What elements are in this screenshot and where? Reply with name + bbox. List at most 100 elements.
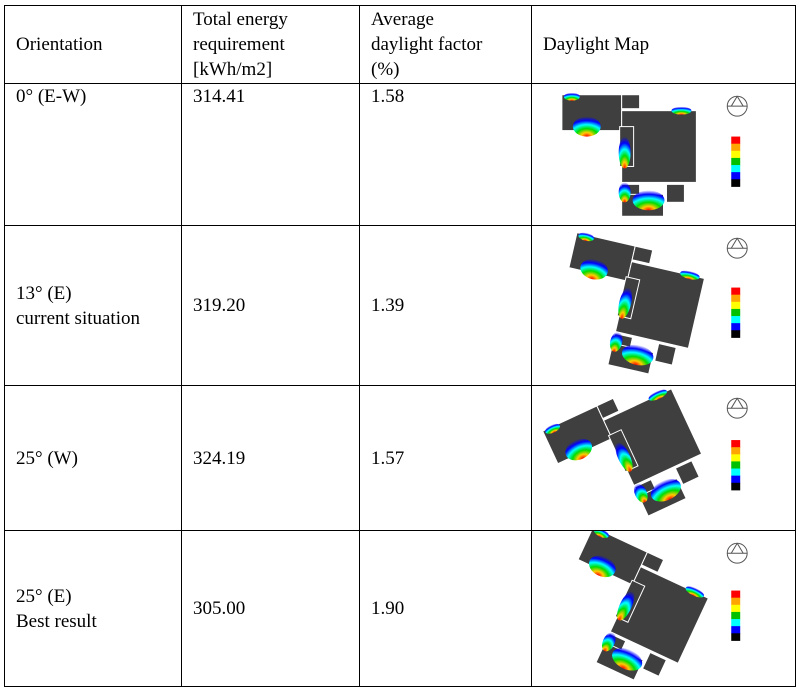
legend-swatch: [731, 308, 741, 317]
energy-cell: 314.41: [181, 83, 360, 226]
daylight-spot: [545, 423, 560, 434]
daylight-spot: [617, 591, 635, 621]
daylight-spot: [618, 182, 631, 203]
room: [654, 342, 677, 366]
floor-plan: [561, 92, 697, 217]
legend-swatch: [731, 287, 741, 296]
room: [631, 245, 654, 265]
legend-swatch: [731, 590, 741, 599]
daylight-spot: [609, 332, 623, 352]
legend-swatch: [731, 330, 741, 338]
daylight-map-image: [561, 92, 748, 217]
energy-cell: 305.00: [181, 530, 360, 687]
orientation-cell: 13° (E) current situation: [4, 225, 182, 386]
orientation-cell: 0° (E-W): [4, 83, 182, 226]
daylight-spot: [680, 270, 700, 280]
legend-swatch: [731, 597, 741, 606]
daylight-cell: 1.90: [359, 530, 532, 687]
legend-swatch: [731, 611, 741, 620]
room: [665, 183, 685, 203]
header-daylight-line-2: daylight factor: [371, 34, 483, 55]
header-energy-line-1: Total energy: [193, 9, 288, 30]
orientation-results-table: Orientation Total energy requirement [kW…: [4, 5, 796, 687]
header-orientation: Orientation: [4, 5, 182, 84]
room: [641, 651, 668, 677]
compass-icon: [726, 95, 748, 117]
daylight-spot: [633, 483, 648, 503]
legend-swatch: [731, 626, 741, 634]
orientation-cell: 25° (E) Best result: [4, 530, 182, 687]
daylight-spot: [650, 479, 681, 502]
header-energy: Total energy requirement [kWh/m2]: [181, 5, 360, 84]
legend-swatch: [731, 136, 741, 145]
color-legend: [731, 136, 741, 187]
floor-plan: [577, 531, 710, 681]
legend-swatch: [731, 150, 741, 159]
color-legend: [731, 287, 741, 338]
daylight-cell: 1.39: [359, 225, 532, 386]
floor-plan: [542, 388, 703, 517]
daylight-map-cell: [531, 530, 796, 687]
orientation-line: 25° (E): [16, 585, 72, 607]
energy-cell: 319.20: [181, 225, 360, 386]
table-row: 0° (E-W) 314.41 1.58: [4, 83, 796, 226]
legend-swatch: [731, 461, 741, 470]
daylight-spot: [578, 232, 595, 242]
room: [621, 94, 641, 110]
room: [674, 460, 700, 486]
daylight-spot: [601, 632, 616, 652]
header-map: Daylight Map: [531, 5, 796, 84]
legend-swatch: [731, 619, 741, 627]
legend-swatch: [731, 633, 741, 641]
daylight-map-image: [577, 531, 748, 681]
header-daylight-line-1: Average: [371, 9, 434, 30]
daylight-spot: [618, 287, 632, 319]
orientation-note: Best result: [16, 610, 97, 632]
daylight-spot: [632, 190, 665, 211]
legend-swatch: [731, 157, 741, 166]
daylight-spot: [685, 586, 705, 598]
daylight-spot: [615, 442, 633, 472]
table-row: 13° (E) current situation 319.20 1.39: [4, 225, 796, 386]
legend-swatch: [731, 301, 741, 310]
color-legend: [731, 440, 741, 491]
compass-icon: [726, 397, 748, 419]
header-energy-line-3: [kWh/m2]: [193, 59, 273, 80]
legend-swatch: [731, 172, 741, 180]
daylight-spot: [593, 531, 609, 538]
header-daylight-line-3: (%): [371, 59, 400, 80]
room: [640, 551, 665, 574]
orientation-line: 25° (W): [16, 447, 78, 469]
legend-swatch: [731, 454, 741, 462]
legend-swatch: [731, 440, 741, 448]
room: [596, 397, 620, 420]
daylight-spot: [580, 259, 608, 280]
daylight-cell: 1.58: [359, 83, 532, 226]
legend-swatch: [731, 294, 741, 303]
daylight-spot: [588, 555, 616, 578]
legend-swatch: [731, 323, 741, 331]
legend-swatch: [731, 468, 741, 477]
daylight-map-cell: [531, 83, 796, 226]
header-energy-line-2: requirement: [193, 34, 285, 55]
orientation-note: current situation: [16, 307, 140, 329]
orientation-line: 0° (E-W): [16, 86, 87, 107]
daylight-map-cell: [531, 385, 796, 531]
daylight-spot: [671, 106, 692, 115]
table-row: 25° (E) Best result 305.00 1.90: [4, 530, 796, 687]
room: [621, 110, 697, 183]
legend-swatch: [731, 316, 741, 324]
floor-plan: [568, 232, 706, 375]
legend-swatch: [731, 165, 741, 173]
compass-icon: [726, 542, 748, 564]
compass-icon: [726, 237, 748, 259]
legend-swatch: [731, 179, 741, 187]
daylight-spot: [565, 438, 593, 461]
daylight-map-image: [568, 232, 748, 375]
daylight-spot: [612, 648, 643, 671]
legend-swatch: [731, 482, 741, 491]
legend-swatch: [731, 475, 741, 484]
orientation-cell: 25° (W): [4, 385, 182, 531]
table-row: 25° (W) 324.19 1.57: [4, 385, 796, 531]
energy-cell: 324.19: [181, 385, 360, 531]
